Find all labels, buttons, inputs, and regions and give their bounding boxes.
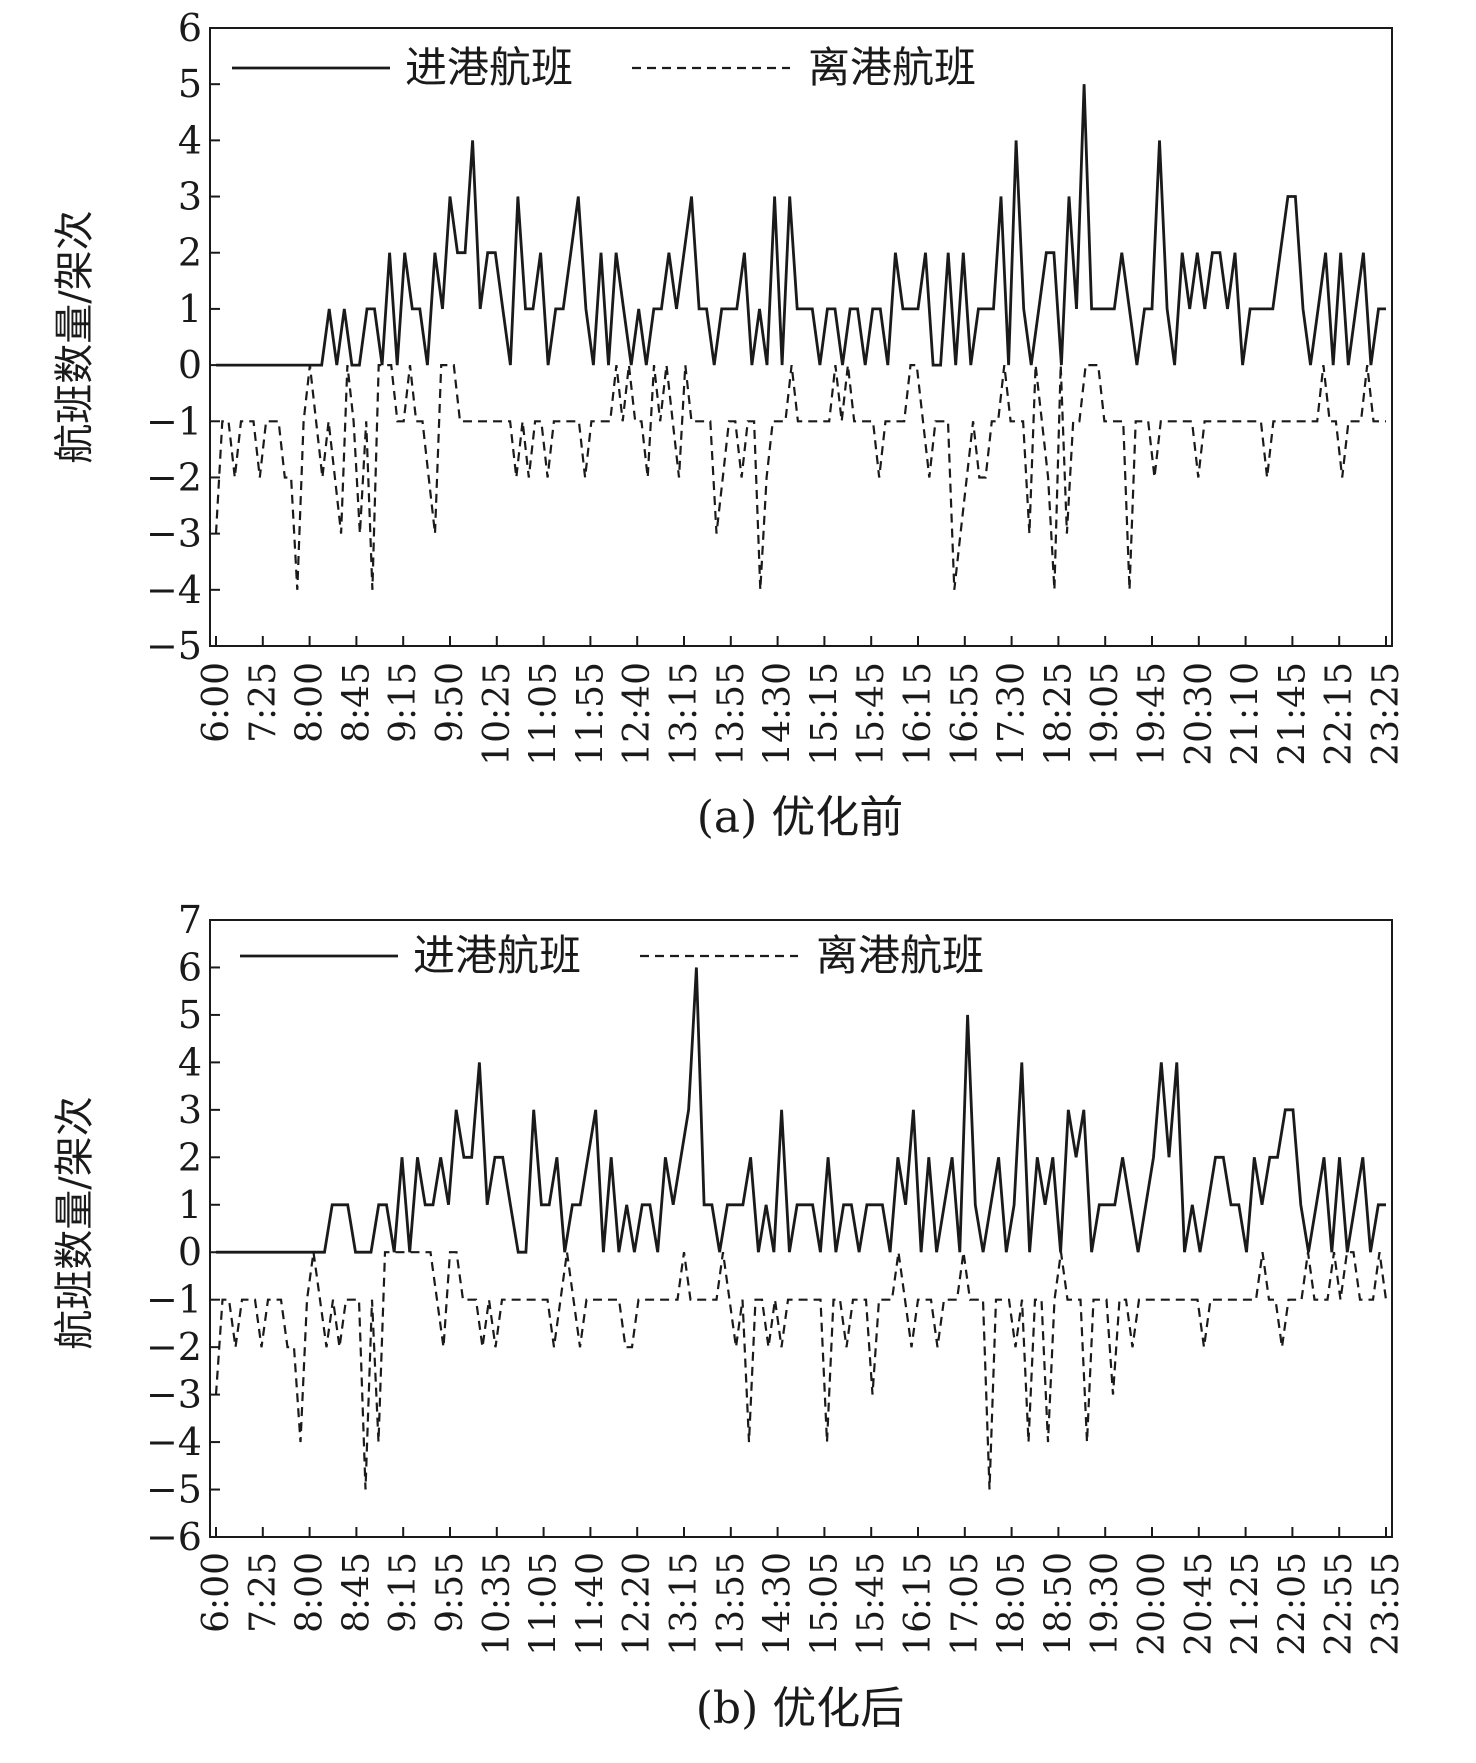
chart-caption-a: (a) 优化前 bbox=[697, 792, 904, 843]
x-tick-label-b: 12:20 bbox=[617, 1552, 658, 1656]
y-tick-label-b: 7 bbox=[178, 898, 202, 942]
x-tick-label-b: 21:25 bbox=[1226, 1552, 1267, 1656]
x-tick-label-b: 6:00 bbox=[196, 1552, 237, 1633]
x-tick-label-b: 8:45 bbox=[336, 1552, 377, 1633]
legend-label-departures-a: 离港航班 bbox=[808, 43, 976, 92]
x-tick-label-a: 9:15 bbox=[383, 662, 424, 743]
x-tick-label-a: 12:40 bbox=[617, 662, 658, 766]
x-tick-label-a: 16:55 bbox=[945, 662, 986, 766]
x-tick-label-b: 16:15 bbox=[898, 1552, 939, 1656]
x-tick-label-b: 18:50 bbox=[1038, 1552, 1079, 1656]
x-tick-label-b: 23:55 bbox=[1366, 1552, 1407, 1656]
x-tick-label-a: 21:10 bbox=[1226, 662, 1267, 766]
y-tick-label-b: 2 bbox=[178, 1135, 202, 1179]
x-tick-label-a: 15:45 bbox=[851, 662, 892, 766]
chart-caption-b: (b) 优化后 bbox=[696, 1683, 904, 1734]
x-tick-label-b: 22:05 bbox=[1272, 1552, 1313, 1656]
x-tick-label-a: 6:00 bbox=[196, 662, 237, 743]
plot-frame-a bbox=[209, 27, 1393, 647]
x-tick-label-a: 13:55 bbox=[711, 662, 752, 766]
x-tick-label-b: 20:00 bbox=[1132, 1552, 1173, 1656]
x-tick-label-a: 14:30 bbox=[758, 662, 799, 766]
y-tick-label-a: 4 bbox=[178, 118, 202, 162]
y-tick-label-a: −4 bbox=[146, 568, 202, 612]
y-tick-label-a: 6 bbox=[178, 6, 202, 50]
y-tick-label-b: −2 bbox=[146, 1325, 202, 1369]
x-tick-label-b: 11:05 bbox=[524, 1552, 565, 1656]
legend-label-arrivals-a: 进港航班 bbox=[405, 43, 573, 92]
legend-label-arrivals-b: 进港航班 bbox=[413, 931, 581, 980]
x-tick-label-b: 11:40 bbox=[570, 1552, 611, 1656]
x-tick-label-b: 9:15 bbox=[383, 1552, 424, 1633]
x-tick-label-b: 15:05 bbox=[804, 1552, 845, 1656]
x-tick-label-a: 15:15 bbox=[804, 662, 845, 766]
x-tick-label-b: 7:25 bbox=[243, 1552, 284, 1633]
x-tick-label-a: 17:30 bbox=[992, 662, 1033, 766]
y-tick-label-b: −3 bbox=[146, 1373, 202, 1417]
x-tick-label-b: 9:55 bbox=[430, 1552, 471, 1633]
y-tick-label-a: 3 bbox=[178, 175, 202, 219]
y-tick-label-a: −5 bbox=[146, 624, 202, 668]
x-tick-label-a: 11:55 bbox=[570, 662, 611, 766]
x-tick-label-a: 19:05 bbox=[1085, 662, 1126, 766]
series-arrivals-line-b bbox=[216, 967, 1386, 1254]
y-tick-label-b: 5 bbox=[178, 993, 202, 1037]
y-tick-label-a: 1 bbox=[178, 287, 202, 331]
x-tick-label-a: 7:25 bbox=[243, 662, 284, 743]
x-tick-label-a: 8:45 bbox=[336, 662, 377, 743]
x-tick-label-b: 18:05 bbox=[992, 1552, 1033, 1656]
x-tick-label-a: 13:15 bbox=[664, 662, 705, 766]
y-tick-label-b: 1 bbox=[178, 1183, 202, 1227]
x-tick-label-a: 19:45 bbox=[1132, 662, 1173, 766]
chart-panel-b: −6 −5 −4 −3 −2 −1 0 1 2 3 4 5 6 7 6:00 7:25 8:00 8:45 9:15… bbox=[0, 880, 1476, 1759]
x-tick-label-b: 8:00 bbox=[290, 1552, 331, 1633]
y-tick-label-a: 5 bbox=[178, 62, 202, 106]
chart-panel-a: −5 −4 −3 −2 −1 0 1 2 3 4 5 6 6:00 7:25 8:00 8:45 9:15 9:5… bbox=[0, 0, 1476, 880]
x-tick-label-a: 18:25 bbox=[1038, 662, 1079, 766]
x-tick-label-a: 11:05 bbox=[524, 662, 565, 766]
y-tick-label-b: 4 bbox=[178, 1040, 202, 1084]
y-tick-label-a: −1 bbox=[146, 399, 202, 443]
series-departures-line-a bbox=[214, 364, 1386, 590]
x-tick-label-b: 13:55 bbox=[711, 1552, 752, 1656]
chart-a-svg: −5 −4 −3 −2 −1 0 1 2 3 4 5 6 6:00 7:25 8:00 8:45 9:15 9:5… bbox=[52, 6, 1407, 843]
x-tick-label-b: 15:45 bbox=[851, 1552, 892, 1656]
y-tick-label-b: 0 bbox=[178, 1230, 202, 1274]
plot-frame-b bbox=[209, 919, 1393, 1538]
y-tick-label-b: −4 bbox=[146, 1420, 202, 1464]
y-tick-label-b: −5 bbox=[146, 1468, 202, 1512]
x-tick-label-a: 8:00 bbox=[290, 662, 331, 743]
y-tick-label-a: 0 bbox=[178, 343, 202, 387]
y-tick-label-a: −3 bbox=[146, 512, 202, 556]
legend-label-departures-b: 离港航班 bbox=[816, 931, 984, 980]
x-tick-label-b: 13:15 bbox=[664, 1552, 705, 1656]
x-tick-label-a: 9:50 bbox=[430, 662, 471, 743]
x-tick-label-a: 10:25 bbox=[477, 662, 518, 766]
y-tick-label-b: −1 bbox=[146, 1278, 202, 1322]
x-tick-label-a: 22:15 bbox=[1319, 662, 1360, 766]
series-departures-line-b bbox=[214, 1251, 1388, 1490]
x-tick-label-b: 14:30 bbox=[758, 1552, 799, 1656]
y-tick-label-b: −6 bbox=[146, 1515, 202, 1559]
x-tick-label-a: 23:25 bbox=[1366, 662, 1407, 766]
y-axis-label-b: 航班数量/架次 bbox=[52, 1096, 98, 1349]
y-tick-label-a: 2 bbox=[178, 231, 202, 275]
x-tick-label-b: 20:45 bbox=[1179, 1552, 1220, 1656]
y-tick-label-b: 3 bbox=[178, 1088, 202, 1132]
x-tick-label-b: 22:55 bbox=[1319, 1552, 1360, 1656]
x-tick-label-b: 17:05 bbox=[945, 1552, 986, 1656]
x-tick-label-a: 21:45 bbox=[1272, 662, 1313, 766]
y-axis-label-a: 航班数量/架次 bbox=[52, 210, 98, 463]
x-tick-label-b: 10:35 bbox=[477, 1552, 518, 1656]
x-tick-label-b: 19:30 bbox=[1085, 1552, 1126, 1656]
y-tick-label-a: −2 bbox=[146, 455, 202, 499]
y-tick-label-b: 6 bbox=[178, 945, 202, 989]
series-arrivals-line-a bbox=[216, 84, 1386, 367]
x-tick-label-a: 20:30 bbox=[1179, 662, 1220, 766]
x-tick-label-a: 16:15 bbox=[898, 662, 939, 766]
